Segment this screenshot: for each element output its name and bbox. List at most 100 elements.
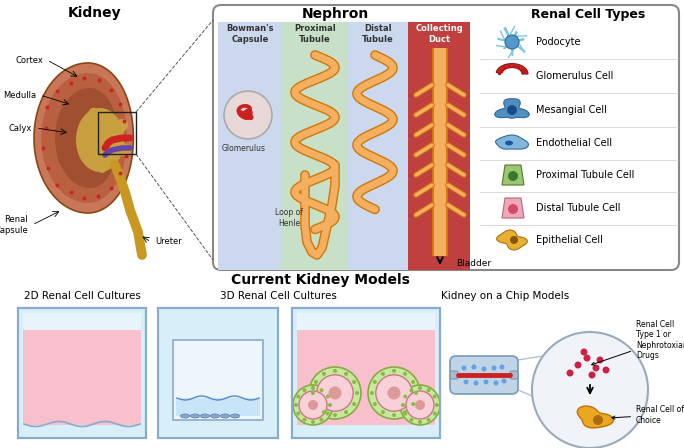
Circle shape [404, 412, 407, 415]
Circle shape [410, 418, 414, 422]
Text: Epithelial Cell: Epithelial Cell [536, 235, 603, 245]
Bar [18, 308, 146, 438]
Circle shape [593, 415, 603, 425]
Circle shape [418, 386, 422, 390]
Ellipse shape [231, 414, 239, 418]
Bar [158, 308, 278, 438]
Text: Proximal
Tubule: Proximal Tubule [294, 24, 336, 44]
Circle shape [294, 403, 298, 407]
FancyBboxPatch shape [450, 371, 458, 379]
Text: Bladder: Bladder [456, 259, 491, 268]
FancyBboxPatch shape [450, 356, 518, 394]
Ellipse shape [200, 414, 209, 418]
Circle shape [333, 413, 337, 417]
Text: Calyx: Calyx [9, 124, 32, 133]
Circle shape [296, 395, 300, 399]
Circle shape [308, 400, 318, 410]
Circle shape [410, 388, 414, 392]
Circle shape [510, 236, 518, 244]
Circle shape [581, 349, 588, 356]
Polygon shape [55, 88, 118, 188]
Circle shape [302, 418, 306, 422]
Circle shape [532, 332, 648, 448]
Circle shape [411, 380, 415, 384]
Bar [348, 22, 408, 270]
Circle shape [370, 391, 374, 395]
Bar [23, 313, 141, 330]
Polygon shape [497, 230, 527, 250]
Text: Renal
Capsule: Renal Capsule [0, 215, 28, 235]
Circle shape [293, 385, 333, 425]
Polygon shape [502, 198, 524, 218]
Ellipse shape [94, 151, 109, 173]
Circle shape [344, 410, 348, 414]
Circle shape [328, 387, 341, 400]
Circle shape [352, 402, 356, 406]
Circle shape [400, 385, 440, 425]
Bar [158, 308, 278, 438]
Circle shape [427, 418, 430, 422]
Text: Ureter: Ureter [155, 237, 182, 246]
Circle shape [392, 369, 396, 373]
Circle shape [326, 395, 330, 399]
Text: Glomerulus: Glomerulus [222, 143, 266, 152]
Circle shape [224, 91, 272, 139]
Bar [292, 308, 440, 438]
Ellipse shape [220, 414, 230, 418]
Bar [18, 308, 146, 438]
Text: Medulla: Medulla [3, 90, 36, 99]
Polygon shape [496, 64, 528, 74]
Bar [292, 308, 440, 438]
Circle shape [427, 388, 430, 392]
Circle shape [326, 412, 330, 415]
Circle shape [311, 386, 315, 390]
Polygon shape [34, 63, 133, 213]
Polygon shape [577, 406, 614, 428]
Circle shape [381, 372, 385, 376]
Text: Proximal Tubule Cell: Proximal Tubule Cell [536, 170, 634, 180]
Circle shape [507, 105, 517, 115]
Circle shape [501, 379, 506, 383]
Circle shape [499, 365, 505, 370]
Bar [218, 22, 282, 270]
Circle shape [462, 366, 466, 370]
Circle shape [508, 204, 518, 214]
Circle shape [319, 418, 324, 422]
Bar [282, 22, 348, 270]
Circle shape [414, 391, 418, 395]
Circle shape [588, 371, 596, 379]
Circle shape [464, 379, 469, 384]
Text: 3D Renal Cell Cultures: 3D Renal Cell Cultures [220, 291, 337, 301]
Bar [98, 112, 136, 154]
Circle shape [309, 367, 361, 419]
Circle shape [373, 402, 377, 406]
Circle shape [311, 420, 315, 424]
Bar [173, 340, 263, 420]
Text: Renal Cell
Type 1 or
Nephrotoxiant
Drugs: Renal Cell Type 1 or Nephrotoxiant Drugs [592, 320, 684, 365]
Bar [297, 330, 435, 425]
Circle shape [492, 366, 497, 370]
Text: Cortex: Cortex [15, 56, 43, 65]
Circle shape [473, 380, 479, 385]
Circle shape [484, 379, 488, 384]
Polygon shape [41, 73, 127, 203]
Circle shape [603, 366, 609, 374]
Circle shape [317, 375, 353, 411]
Circle shape [433, 412, 436, 415]
Text: Kidney on a Chip Models: Kidney on a Chip Models [441, 291, 569, 301]
Circle shape [319, 388, 324, 392]
Bar [408, 22, 470, 270]
Polygon shape [496, 135, 529, 149]
Circle shape [583, 354, 590, 362]
Circle shape [322, 372, 326, 376]
Circle shape [592, 365, 599, 371]
Bar [23, 330, 141, 425]
Ellipse shape [211, 414, 220, 418]
Circle shape [299, 391, 327, 419]
Circle shape [368, 367, 420, 419]
Circle shape [355, 391, 359, 395]
Text: 2D Renal Cell Cultures: 2D Renal Cell Cultures [23, 291, 140, 301]
Circle shape [508, 171, 518, 181]
Circle shape [433, 395, 436, 399]
Circle shape [505, 35, 519, 49]
